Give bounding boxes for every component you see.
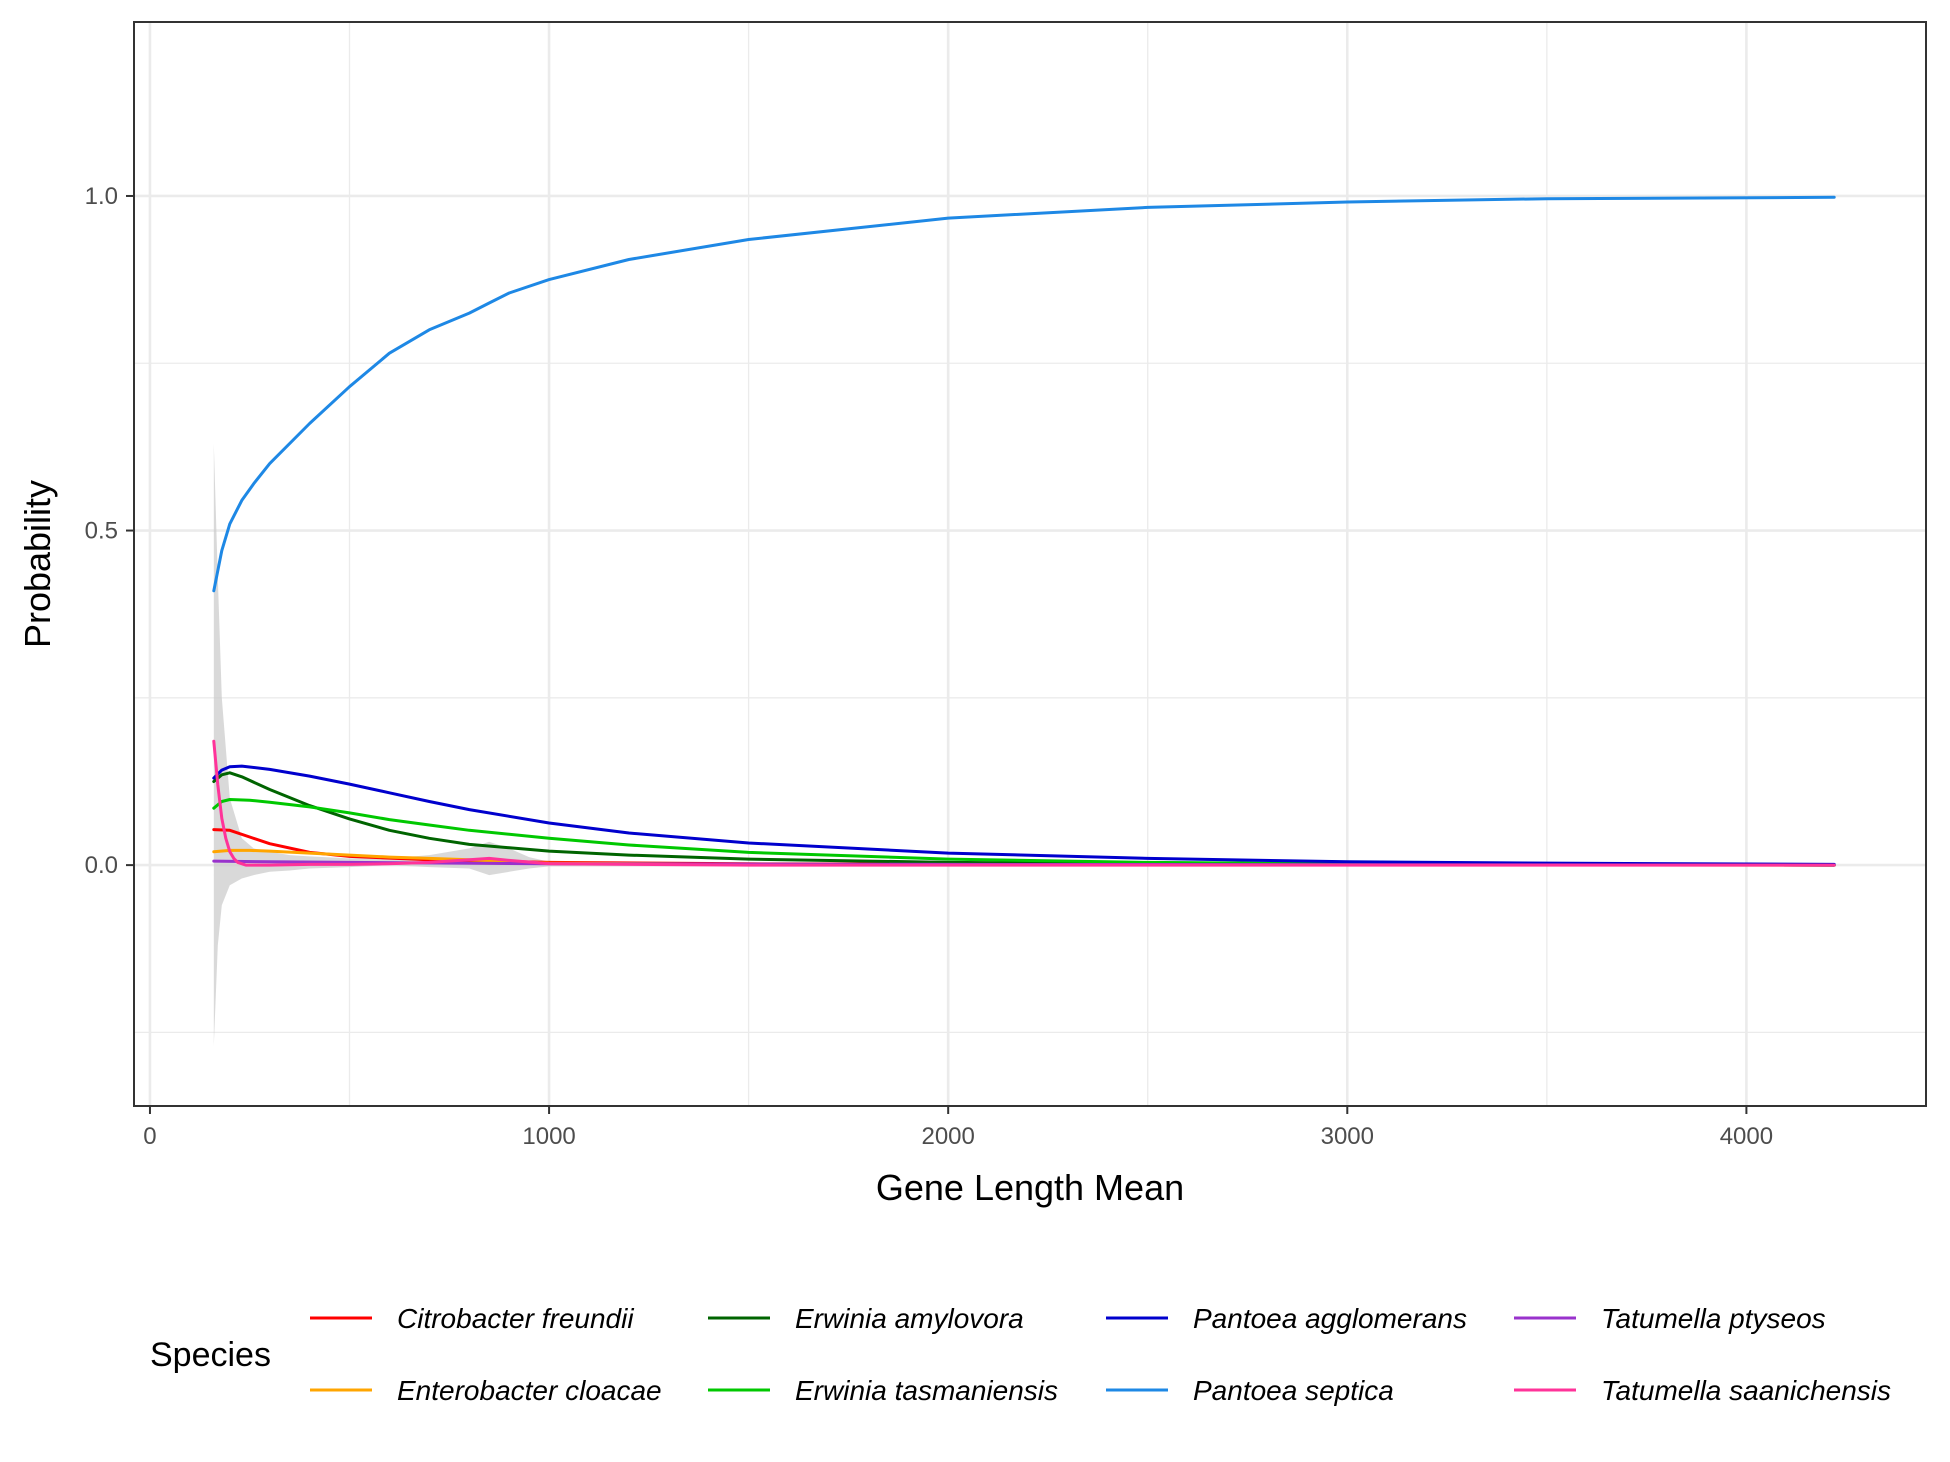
y-tick-label: 1.0	[85, 183, 118, 210]
series-layer	[212, 195, 1836, 867]
legend-label-tatumella-ptyseos: Tatumella ptyseos	[1601, 1303, 1826, 1334]
y-tick-label: 0.5	[85, 518, 118, 545]
tick-layer: 0 1000 2000 3000 4000 0.0 0.5 1.0	[85, 183, 1773, 1150]
x-tick-label: 2000	[921, 1123, 974, 1150]
y-tick-label: 0.0	[85, 852, 118, 879]
series-line-tatumella-saanichensis	[212, 739, 1836, 867]
series-line-erwinia-amylovora	[212, 771, 1836, 867]
x-axis-title: Gene Length Mean	[876, 1167, 1184, 1208]
x-tick-label: 4000	[1720, 1123, 1773, 1150]
legend-label-pantoea-agglomerans: Pantoea agglomerans	[1193, 1303, 1467, 1334]
legend-label-citrobacter-freundii: Citrobacter freundii	[397, 1303, 634, 1334]
legend-label-erwinia-amylovora: Erwinia amylovora	[795, 1303, 1024, 1334]
legend-label-enterobacter-cloacae: Enterobacter cloacae	[397, 1375, 662, 1406]
legend-title: Species	[150, 1336, 271, 1374]
series-line-erwinia-tasmaniensis	[212, 798, 1836, 867]
legend-label-tatumella-saanichensis: Tatumella saanichensis	[1601, 1375, 1891, 1406]
series-line-pantoea-agglomerans	[212, 764, 1836, 866]
legend: Species Citrobacter freundii Enterobacter…	[150, 1303, 1891, 1406]
y-axis-title: Probability	[17, 480, 58, 648]
legend-label-pantoea-septica: Pantoea septica	[1193, 1375, 1394, 1406]
x-tick-label: 3000	[1321, 1123, 1374, 1150]
panel-border	[133, 21, 1927, 1107]
x-tick-label: 1000	[522, 1123, 575, 1150]
legend-label-erwinia-tasmaniensis: Erwinia tasmaniensis	[795, 1375, 1058, 1406]
series-line-pantoea-septica	[212, 195, 1836, 593]
x-tick-label: 0	[143, 1123, 156, 1150]
